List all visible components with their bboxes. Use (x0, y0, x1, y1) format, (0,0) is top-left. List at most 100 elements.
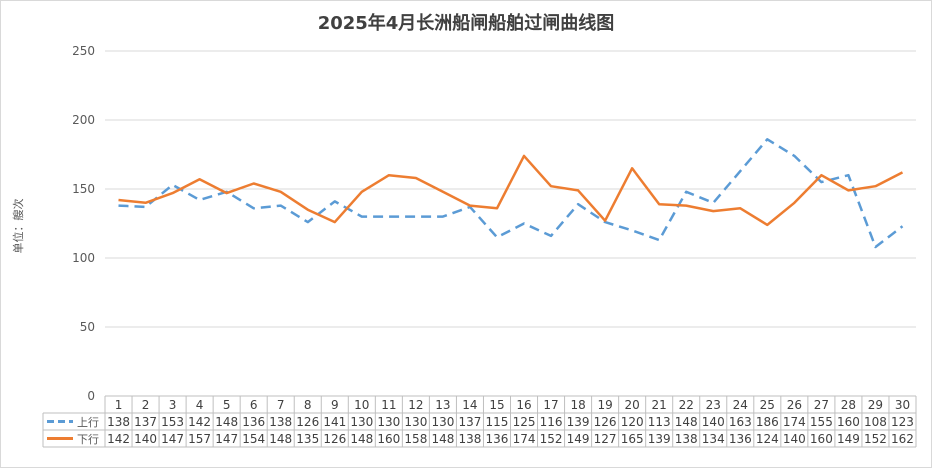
table-cell-value: 137 (134, 415, 157, 429)
x-tick-label: 25 (760, 398, 775, 412)
x-tick-label: 15 (489, 398, 504, 412)
x-tick-label: 29 (868, 398, 883, 412)
table-cell-value: 149 (837, 432, 860, 446)
table-cell-value: 153 (161, 415, 184, 429)
legend-label: 下行 (77, 433, 99, 446)
table-cell-value: 148 (350, 432, 373, 446)
x-tick-label: 28 (841, 398, 856, 412)
x-tick-label: 16 (516, 398, 531, 412)
y-tick-label: 100 (72, 251, 95, 265)
x-tick-label: 4 (196, 398, 204, 412)
y-tick-label: 0 (87, 389, 95, 403)
x-tick-label: 5 (223, 398, 231, 412)
x-tick-label: 18 (570, 398, 585, 412)
table-cell-value: 148 (431, 432, 454, 446)
x-tick-label: 20 (625, 398, 640, 412)
table-cell-value: 163 (729, 415, 752, 429)
table-cell-value: 135 (296, 432, 319, 446)
table-cell-value: 155 (810, 415, 833, 429)
x-tick-label: 26 (787, 398, 802, 412)
y-tick-label: 200 (72, 113, 95, 127)
x-tick-label: 14 (462, 398, 477, 412)
y-tick-label: 150 (72, 182, 95, 196)
y-tick-label: 250 (72, 44, 95, 58)
table-cell-value: 140 (134, 432, 157, 446)
table-cell-value: 126 (296, 415, 319, 429)
table-cell-value: 154 (242, 432, 265, 446)
table-cell-value: 116 (540, 415, 563, 429)
table-cell-value: 108 (864, 415, 887, 429)
x-tick-label: 27 (814, 398, 829, 412)
series-line-upbound (118, 138, 904, 249)
table-cell-value: 140 (783, 432, 806, 446)
table-cell-value: 136 (242, 415, 265, 429)
table-cell-value: 148 (675, 415, 698, 429)
table-cell-value: 140 (702, 415, 725, 429)
x-tick-label: 1 (115, 398, 123, 412)
table-cell-value: 186 (756, 415, 779, 429)
table-cell-value: 158 (404, 432, 427, 446)
x-tick-label: 23 (706, 398, 721, 412)
table-cell-value: 141 (323, 415, 346, 429)
table-cell-value: 147 (215, 432, 238, 446)
x-tick-label: 13 (435, 398, 450, 412)
table-cell-value: 142 (188, 415, 211, 429)
x-tick-label: 24 (733, 398, 748, 412)
table-cell-value: 142 (107, 432, 130, 446)
chart-title: 2025年4月长洲船闸船舶过闸曲线图 (317, 13, 615, 34)
x-tick-label: 22 (679, 398, 694, 412)
x-tick-label: 30 (895, 398, 910, 412)
table-cell-value: 134 (702, 432, 725, 446)
table-cell-value: 120 (621, 415, 644, 429)
series-line-downbound (118, 154, 904, 227)
table-cell-value: 152 (540, 432, 563, 446)
x-tick-label: 19 (597, 398, 612, 412)
table-cell-value: 127 (594, 432, 617, 446)
table-cell-value: 139 (648, 432, 671, 446)
x-tick-label: 11 (381, 398, 396, 412)
table-cell-value: 138 (675, 432, 698, 446)
table-cell-value: 126 (323, 432, 346, 446)
table-cell-value: 160 (810, 432, 833, 446)
table-cell-value: 152 (864, 432, 887, 446)
table-cell-value: 130 (377, 415, 400, 429)
y-tick-label: 50 (80, 320, 95, 334)
x-tick-label: 12 (408, 398, 423, 412)
table-cell-value: 136 (486, 432, 509, 446)
table-cell-value: 138 (107, 415, 130, 429)
table-cell-value: 148 (215, 415, 238, 429)
table-cell-value: 124 (756, 432, 779, 446)
table-cell-value: 123 (891, 415, 914, 429)
x-tick-label: 9 (331, 398, 339, 412)
table-cell-value: 136 (729, 432, 752, 446)
table-cell-value: 165 (621, 432, 644, 446)
x-tick-label: 3 (169, 398, 177, 412)
table-cell-value: 125 (513, 415, 536, 429)
table-cell-value: 148 (269, 432, 292, 446)
table-cell-value: 113 (648, 415, 671, 429)
legend-label: 上行 (77, 416, 99, 429)
table-cell-value: 174 (513, 432, 536, 446)
table-cell-value: 115 (486, 415, 509, 429)
x-tick-label: 2 (142, 398, 150, 412)
x-tick-label: 8 (304, 398, 312, 412)
x-tick-label: 17 (543, 398, 558, 412)
table-cell-value: 157 (188, 432, 211, 446)
table-cell-value: 138 (269, 415, 292, 429)
table-cell-value: 160 (377, 432, 400, 446)
table-cell-value: 149 (567, 432, 590, 446)
x-tick-label: 21 (652, 398, 667, 412)
x-tick-label: 6 (250, 398, 258, 412)
table-cell-value: 137 (458, 415, 481, 429)
table-cell-value: 147 (161, 432, 184, 446)
table-cell-value: 126 (594, 415, 617, 429)
x-tick-label: 7 (277, 398, 285, 412)
table-cell-value: 162 (891, 432, 914, 446)
table-cell-value: 160 (837, 415, 860, 429)
table-cell-value: 130 (404, 415, 427, 429)
x-tick-label: 10 (354, 398, 369, 412)
table-cell-value: 130 (431, 415, 454, 429)
table-cell-value: 139 (567, 415, 590, 429)
table-cell-value: 138 (458, 432, 481, 446)
